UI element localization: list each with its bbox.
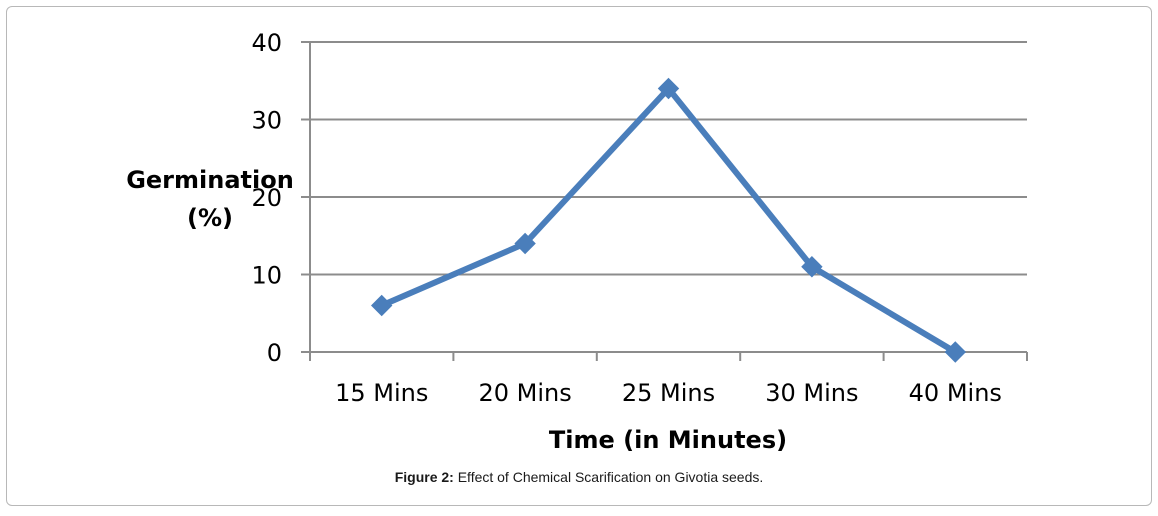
x-tick-label: 25 Mins bbox=[622, 379, 715, 407]
series-line bbox=[370, 77, 967, 363]
y-tick-label: 10 bbox=[251, 262, 282, 290]
y-tick-labels: 0 10 20 30 40 bbox=[251, 29, 282, 367]
data-point-marker bbox=[944, 341, 967, 363]
figure-frame bbox=[6, 6, 1152, 506]
caption-label: Figure 2: bbox=[394, 469, 454, 485]
x-axis-title: Time (in Minutes) bbox=[549, 426, 787, 454]
data-point-marker bbox=[514, 232, 536, 255]
x-tick-label: 20 Mins bbox=[478, 379, 571, 407]
axes bbox=[301, 41, 1028, 361]
series-line-0 bbox=[378, 85, 959, 355]
y-tick-label: 0 bbox=[267, 339, 282, 367]
x-tick-label: 30 Mins bbox=[765, 379, 858, 407]
x-tick-label: 15 Mins bbox=[335, 379, 428, 407]
x-tick-label: 40 Mins bbox=[909, 379, 1002, 407]
data-point-marker bbox=[370, 294, 393, 317]
x-tick-labels: 15 Mins 20 Mins 25 Mins 30 Mins 40 Mins bbox=[335, 379, 1002, 407]
y-axis-title-line1: Germination bbox=[126, 166, 294, 194]
caption-text: Effect of Chemical Scarification on Givo… bbox=[453, 469, 764, 485]
data-point-marker bbox=[657, 77, 680, 100]
y-tick-label: 40 bbox=[251, 29, 282, 57]
y-axis-title-line2: (%) bbox=[187, 204, 233, 232]
figure-caption: Figure 2: Effect of Chemical Scarificati… bbox=[0, 469, 1158, 485]
data-point-marker bbox=[801, 256, 823, 278]
y-tick-label: 30 bbox=[251, 107, 282, 135]
y-tick-label: 20 bbox=[251, 184, 282, 212]
